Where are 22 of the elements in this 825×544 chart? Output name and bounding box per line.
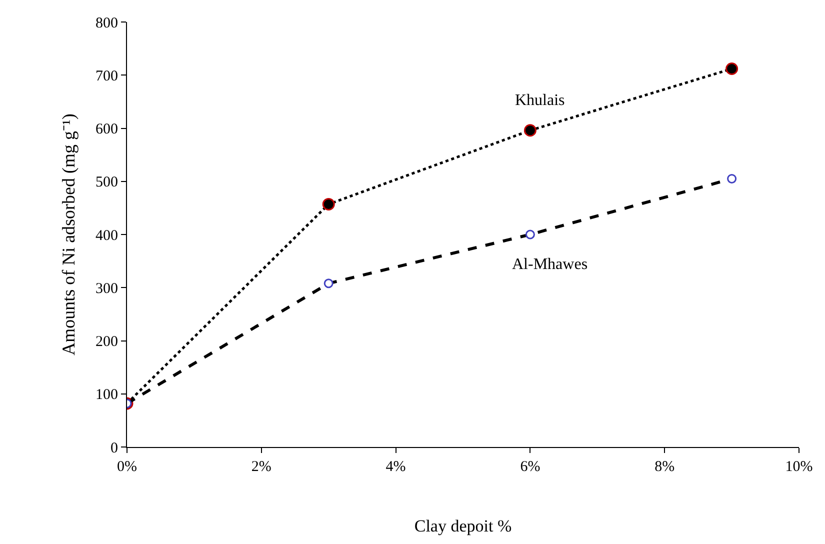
x-tick-label: 4% — [386, 459, 406, 475]
y-tick-label: 400 — [96, 228, 118, 244]
x-tick-label: 10% — [785, 459, 813, 475]
x-tick-label: 2% — [251, 459, 272, 475]
y-tick-label: 0 — [110, 440, 118, 456]
y-axis-title: Amounts of Ni adsorbed (mg g⁻¹) — [58, 114, 79, 356]
x-axis-title: Clay depoit % — [414, 516, 512, 536]
y-tick-label: 200 — [96, 334, 118, 350]
point — [524, 124, 536, 137]
point — [726, 62, 738, 75]
point — [322, 198, 335, 210]
y-tick-label: 700 — [96, 68, 118, 84]
x-tick-label: 6% — [520, 459, 540, 475]
x-tick-label: 8% — [654, 459, 675, 475]
y-tick-label: 500 — [96, 174, 118, 191]
y-tick-label: 600 — [96, 122, 118, 138]
x-tick-label: 0% — [117, 459, 137, 475]
series-label: Al-Mhawes — [512, 256, 588, 273]
series-label: Khulais — [515, 92, 565, 109]
y-tick-label: 300 — [96, 280, 118, 297]
y-tick-label: 100 — [96, 387, 118, 404]
y-tick-label: 800 — [96, 15, 118, 32]
